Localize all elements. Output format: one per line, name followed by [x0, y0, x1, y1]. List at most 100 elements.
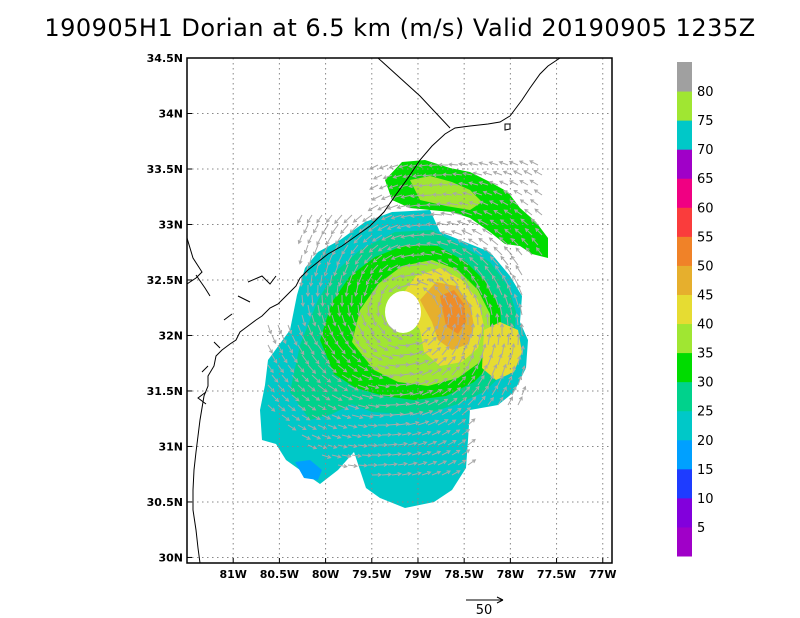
wind-vector-arrow [390, 214, 403, 220]
wind-vector-arrow [467, 438, 476, 446]
wind-vector-arrow [448, 182, 459, 187]
wind-vector-arrow [325, 234, 333, 246]
wind-vector-arrow [267, 364, 274, 374]
wind-vector-arrow [371, 314, 377, 327]
wind-vector-arrow [436, 240, 449, 246]
wind-vector-arrow [397, 401, 410, 407]
wind-vector-arrow [400, 194, 413, 199]
wind-vector-arrow [297, 364, 305, 373]
wind-vector-arrow [381, 472, 393, 477]
wind-vector-arrow [417, 339, 429, 346]
swath-east-patch [482, 322, 522, 380]
x-tick-label: 80.5W [260, 568, 299, 581]
wind-vector-arrow [281, 354, 288, 364]
wind-vector-arrow [381, 393, 395, 398]
wind-vector-arrow [401, 352, 415, 357]
wind-vector-arrow [491, 274, 499, 286]
wind-vector-arrow [503, 293, 509, 306]
wind-vector-arrow [486, 284, 493, 296]
wind-vector-arrow [304, 244, 309, 255]
wind-vector-arrow [382, 274, 393, 283]
wind-vector-arrow [472, 210, 483, 216]
wind-vector-arrow [367, 384, 380, 390]
wind-vector-arrow [363, 284, 369, 297]
wind-vector-arrow [361, 264, 369, 275]
wind-vector-arrow [406, 243, 419, 249]
wind-vector-arrow [431, 430, 442, 436]
wind-vector-arrow [336, 254, 343, 266]
wind-vector-arrow [458, 201, 469, 206]
wind-vector-arrow [524, 208, 533, 216]
wind-vector-arrow [493, 228, 503, 236]
wind-vector-arrow [333, 264, 339, 277]
wind-vector-arrow [501, 386, 507, 396]
colorbar-label: 75 [697, 114, 714, 129]
wind-vector-arrow [311, 394, 321, 401]
y-tick-label: 33.5N [147, 163, 183, 176]
y-axis-ticks: 30N 30.5N 31N 31.5N 32N 32.5N 33N 33.5N 34N 34.5N [147, 52, 183, 564]
wind-vector-arrow [451, 407, 462, 416]
wind-vector-arrow [488, 200, 499, 206]
wind-vector-arrow [347, 424, 358, 429]
wind-vector-arrow [514, 228, 523, 236]
wind-vector-arrow [281, 334, 287, 345]
wind-vector-arrow [481, 228, 493, 236]
wind-vector-arrow [461, 428, 471, 436]
wind-vector-arrow [481, 343, 487, 356]
colorbar-label: 15 [697, 463, 714, 478]
wind-vector-arrow [481, 274, 489, 286]
wind-vector-arrow [508, 160, 519, 166]
wind-vector-arrow [491, 363, 498, 376]
wind-vector-arrow [361, 453, 373, 458]
wind-vector-arrow [407, 381, 420, 386]
wind-vector-arrow [382, 174, 393, 180]
wind-vector-arrow [371, 234, 383, 242]
wind-vector-arrow [487, 374, 494, 386]
colorbar-label: 70 [697, 143, 714, 158]
x-tick-label: 79.5W [352, 568, 391, 581]
wind-vector-arrow [387, 363, 400, 369]
wind-vector-arrow [447, 377, 457, 386]
wind-vector-arrow [512, 170, 523, 176]
wind-vector-arrow [508, 303, 513, 316]
wind-vector-arrow [368, 244, 379, 253]
wind-vector-arrow [478, 237, 489, 246]
wind-vector-arrow [411, 350, 424, 356]
wind-vector-arrow [359, 244, 369, 254]
wind-speed-swath [260, 160, 548, 508]
wind-vector-arrow [411, 431, 422, 436]
wind-vector-arrow [467, 354, 474, 366]
wind-vector-arrow [287, 344, 293, 354]
x-tick-label: 77W [589, 568, 616, 581]
wind-vector-arrow [391, 452, 402, 457]
wind-vector-arrow [321, 414, 332, 420]
wind-vector-arrow [466, 284, 473, 296]
wind-vector-arrow [367, 204, 379, 212]
wind-vector-arrow [431, 368, 442, 376]
wind-vector-arrow [523, 189, 533, 196]
x-tick-label: 79W [404, 568, 431, 581]
wind-vector-arrow [366, 304, 371, 318]
wind-vector-arrow [387, 462, 398, 467]
wind-vector-arrow [357, 364, 369, 371]
wind-vector-arrow [519, 180, 529, 186]
wind-vector-arrow [357, 384, 370, 390]
wind-vector-arrow [436, 202, 449, 207]
wind-vector-arrow [467, 375, 476, 386]
wind-vector-arrow [341, 314, 347, 327]
wind-vector-arrow [472, 247, 483, 256]
y-tick-label: 34.5N [147, 52, 183, 65]
wind-vector-arrow [325, 284, 330, 298]
wind-vector-arrow [412, 173, 423, 178]
wind-vector-arrow [351, 453, 362, 458]
wind-vector-arrow [529, 179, 539, 186]
wind-vector-arrow [512, 274, 519, 286]
wind-vector-arrow [497, 374, 504, 386]
wind-vector-arrow [357, 443, 368, 448]
wind-vector-arrow [372, 284, 379, 296]
wind-vector-arrow [441, 430, 451, 436]
wind-vector-arrow [343, 214, 353, 224]
wind-vector-arrow [349, 224, 359, 234]
wind-vector-arrow [509, 199, 519, 206]
wind-vector-arrow [397, 343, 411, 348]
